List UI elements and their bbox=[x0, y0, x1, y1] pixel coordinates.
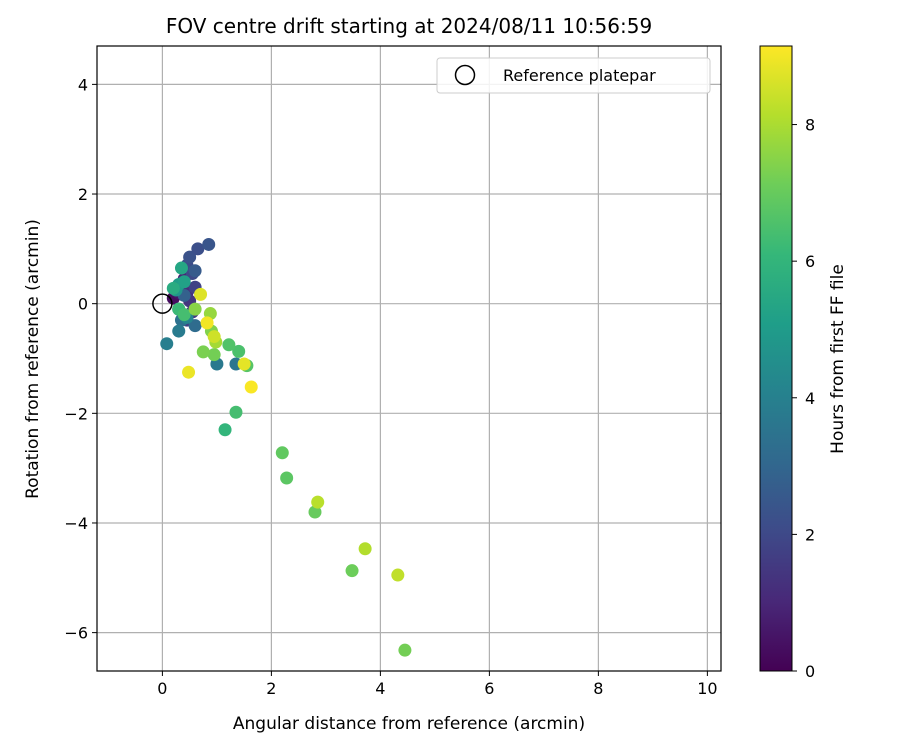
data-point bbox=[207, 348, 221, 362]
legend-marker-icon bbox=[454, 64, 476, 86]
x-tick-label: 0 bbox=[157, 679, 167, 698]
y-axis-ticks: −6 −4 −2 0 2 4 bbox=[64, 75, 97, 643]
data-point bbox=[182, 365, 196, 379]
data-point bbox=[166, 281, 180, 295]
colorbar bbox=[759, 45, 793, 672]
y-tick-label: 2 bbox=[78, 185, 88, 204]
data-points bbox=[160, 237, 412, 657]
x-tick-label: 4 bbox=[375, 679, 385, 698]
data-point bbox=[160, 337, 174, 351]
data-point bbox=[177, 308, 191, 322]
data-point bbox=[207, 330, 221, 344]
legend-entry-reference-platepar: Reference platepar bbox=[503, 66, 656, 85]
data-point bbox=[194, 287, 208, 301]
y-tick-label: −6 bbox=[64, 624, 88, 643]
data-point bbox=[222, 338, 236, 352]
colorbar-ticks: 0 2 4 6 8 bbox=[792, 116, 815, 681]
data-point bbox=[345, 564, 359, 578]
data-point bbox=[229, 405, 243, 419]
data-point bbox=[174, 261, 188, 275]
chart-title: FOV centre drift starting at 2024/08/11 … bbox=[166, 14, 652, 38]
data-point bbox=[398, 643, 412, 657]
data-point bbox=[183, 250, 197, 264]
legend-box bbox=[436, 57, 711, 94]
data-point bbox=[237, 357, 251, 371]
y-tick-label: −2 bbox=[64, 404, 88, 423]
colorbar-tick-label: 4 bbox=[805, 389, 815, 408]
legend: Reference platepar bbox=[436, 57, 711, 94]
grid-lines bbox=[97, 46, 721, 671]
data-point bbox=[177, 275, 191, 289]
data-point bbox=[391, 568, 405, 582]
data-point bbox=[200, 316, 214, 330]
colorbar-tick-label: 2 bbox=[805, 525, 815, 544]
x-tick-label: 8 bbox=[593, 679, 603, 698]
x-tick-label: 2 bbox=[266, 679, 276, 698]
data-point bbox=[275, 446, 289, 460]
x-tick-label: 10 bbox=[697, 679, 717, 698]
data-point bbox=[311, 495, 325, 509]
data-point bbox=[358, 542, 372, 556]
x-tick-label: 6 bbox=[484, 679, 494, 698]
data-point bbox=[172, 324, 186, 338]
data-point bbox=[218, 423, 232, 437]
y-axis-label: Rotation from reference (arcmin) bbox=[23, 219, 43, 499]
x-axis-label: Angular distance from reference (arcmin) bbox=[233, 714, 585, 734]
data-point bbox=[188, 319, 202, 333]
data-point bbox=[188, 302, 202, 316]
data-point bbox=[202, 237, 216, 251]
colorbar-tick-label: 6 bbox=[805, 252, 815, 271]
data-point bbox=[232, 344, 246, 358]
plot-frame bbox=[96, 45, 722, 672]
y-tick-label: 0 bbox=[78, 295, 88, 314]
x-axis-ticks: 0 2 4 6 8 10 bbox=[157, 671, 718, 698]
y-tick-label: 4 bbox=[78, 75, 88, 94]
colorbar-tick-label: 8 bbox=[805, 116, 815, 135]
reference-platepar-marker bbox=[152, 293, 173, 314]
data-point bbox=[188, 264, 202, 278]
data-point bbox=[308, 505, 322, 519]
data-point bbox=[280, 471, 294, 485]
colorbar-label: Hours from first FF file bbox=[828, 264, 848, 454]
data-point bbox=[244, 380, 258, 394]
y-tick-label: −4 bbox=[64, 514, 88, 533]
colorbar-tick-label: 0 bbox=[805, 662, 815, 681]
data-point bbox=[196, 345, 210, 359]
data-point bbox=[191, 242, 205, 256]
